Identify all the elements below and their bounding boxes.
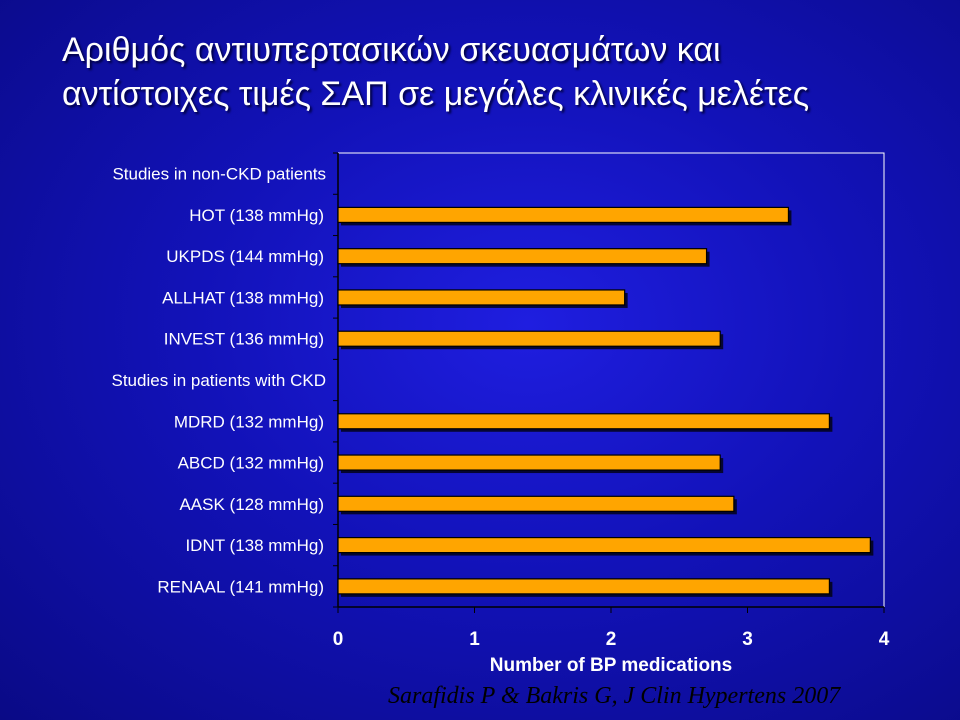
slide-title: Αριθμός αντιυπερτασικών σκευασμάτων και … <box>62 28 809 116</box>
bar <box>337 330 721 347</box>
slide-title-line-2: αντίστοιχες τιμές ΣΑΠ σε μεγάλες κλινικέ… <box>62 75 810 113</box>
x-tick-label: 4 <box>879 629 890 650</box>
category-group-label: Studies in non-CKD patients <box>112 165 326 184</box>
category-label: INVEST (136 mmHg) <box>164 330 324 349</box>
bar <box>337 454 721 471</box>
bar <box>337 536 871 554</box>
category-label: IDNT (138 mmHg) <box>185 536 324 555</box>
x-axis-label: Number of BP medications <box>490 655 732 676</box>
slide-title-line-1: Αριθμός αντιυπερτασικών σκευασμάτων και <box>62 31 721 69</box>
citation: Sarafidis P & Bakris G, J Clin Hypertens… <box>388 683 841 709</box>
bar <box>337 248 708 265</box>
bar <box>337 289 626 306</box>
bar <box>337 206 790 224</box>
category-label: MDRD (132 mmHg) <box>174 412 324 431</box>
x-tick-label: 3 <box>742 629 753 650</box>
category-label: AASK (128 mmHg) <box>179 495 324 514</box>
category-label: ABCD (132 mmHg) <box>178 454 324 473</box>
x-tick-label: 1 <box>469 629 480 650</box>
x-tick-label: 0 <box>333 629 344 650</box>
category-label: RENAAL (141 mmHg) <box>157 577 324 596</box>
bar <box>337 413 830 430</box>
category-label: ALLHAT (138 mmHg) <box>162 288 324 307</box>
category-label: HOT (138 mmHg) <box>189 206 324 225</box>
category-group-label: Studies in patients with CKD <box>112 371 327 390</box>
category-label: UKPDS (144 mmHg) <box>166 247 324 266</box>
bar <box>337 578 830 595</box>
bar <box>337 495 735 512</box>
x-tick-label: 2 <box>606 629 617 650</box>
